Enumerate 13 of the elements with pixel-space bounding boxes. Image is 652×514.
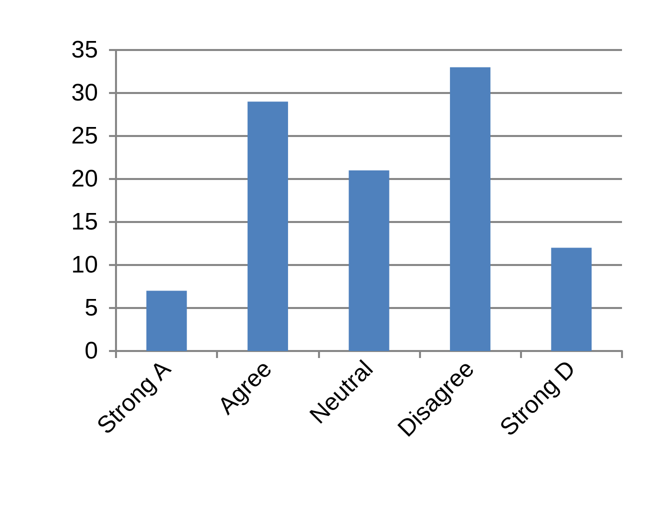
bar — [248, 102, 288, 351]
y-tick-label: 0 — [84, 338, 98, 364]
y-tick-label: 20 — [71, 166, 98, 192]
bar — [348, 170, 390, 351]
bar — [146, 290, 187, 351]
y-tick-label: 30 — [71, 80, 98, 106]
y-tick-label: 35 — [71, 36, 98, 64]
y-tick-label: 10 — [71, 252, 98, 278]
bar — [450, 67, 490, 351]
y-tick-label: 5 — [84, 294, 98, 322]
y-tick-label: 25 — [71, 122, 98, 150]
bar — [551, 248, 592, 351]
y-tick-label: 15 — [71, 208, 98, 236]
